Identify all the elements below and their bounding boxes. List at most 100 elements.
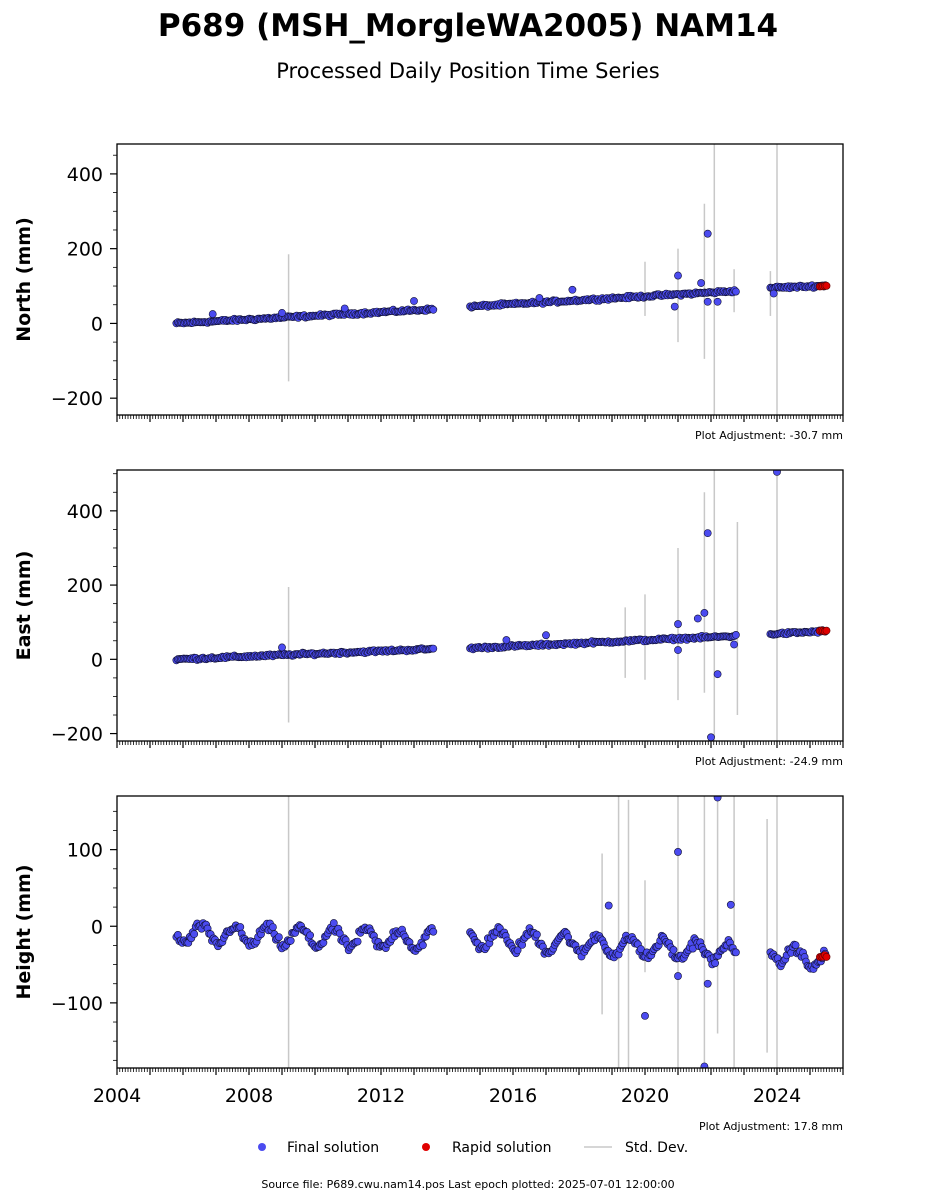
chart-subtitle: Processed Daily Position Time Series: [276, 59, 660, 83]
y-tick-label: 400: [67, 501, 103, 523]
x-tick-label: 2012: [357, 1085, 405, 1107]
final-point-outlier: [278, 309, 286, 317]
rapid-point: [822, 953, 831, 961]
rapid-point: [822, 281, 831, 290]
axes-frame: [116, 469, 844, 742]
final-point-outlier: [670, 302, 679, 311]
final-point: [286, 936, 295, 945]
final-point-outlier: [697, 279, 705, 287]
final-point: [711, 959, 719, 968]
y-tick-label: −200: [51, 388, 103, 410]
final-point-outlier: [703, 229, 712, 238]
final-point-outlier: [502, 636, 511, 644]
final-point: [306, 931, 314, 940]
final-point: [669, 946, 678, 954]
final-solution-points: [172, 229, 830, 328]
rapid-solution-points: [816, 951, 831, 961]
panel-0: −200 0 200 400 North (mm) Plot Adjustment: -3…: [13, 143, 844, 442]
final-point-outlier: [674, 620, 682, 628]
final-point-outlier: [542, 631, 550, 640]
y-axis-label: North (mm): [13, 217, 35, 342]
panel-2: 2004 2008 2012 2016 2020 2024 −100 0 100 Height (…: [13, 795, 844, 1133]
final-point-outlier: [700, 1062, 709, 1068]
legend-final-marker: [258, 1143, 266, 1151]
final-point-outlier: [773, 470, 781, 476]
final-point-outlier: [707, 733, 715, 741]
chart-title: P689 (MSH_MorgleWA2005) NAM14: [158, 8, 778, 44]
plot-adjustment-label: Plot Adjustment: 17.8 mm: [699, 1120, 843, 1133]
final-point-outlier: [703, 529, 712, 538]
y-tick-label: 200: [67, 239, 103, 261]
final-point-outlier: [769, 289, 778, 298]
y-tick-label: −200: [51, 724, 103, 746]
rapid-solution-points: [816, 626, 831, 636]
final-point-outlier: [713, 670, 722, 679]
final-point: [533, 930, 541, 939]
final-point-outlier: [713, 297, 722, 306]
final-point: [418, 941, 427, 950]
final-point: [513, 946, 522, 955]
final-point-outlier: [340, 304, 349, 313]
y-tick-label: 0: [91, 916, 103, 938]
plot-area: [172, 796, 831, 1068]
plot-adjustment-label: Plot Adjustment: -30.7 mm: [695, 429, 843, 442]
final-solution-points: [172, 796, 830, 1068]
final-point: [791, 941, 800, 949]
y-tick-label: 0: [91, 649, 103, 671]
final-point: [329, 919, 338, 927]
x-tick-label: 2008: [225, 1085, 273, 1107]
final-point-outlier: [604, 901, 613, 910]
final-point-outlier: [208, 310, 217, 318]
final-point-outlier: [278, 643, 286, 652]
final-point-outlier: [568, 285, 577, 294]
final-solution-points: [172, 470, 830, 741]
final-point-outlier: [641, 1011, 649, 1020]
y-tick-label: −100: [51, 993, 103, 1015]
final-point-outlier: [726, 900, 735, 909]
final-point-outlier: [674, 848, 682, 856]
final-point-outlier: [693, 614, 702, 623]
rapid-point: [822, 626, 831, 635]
final-point: [732, 948, 740, 957]
final-point: [429, 644, 438, 653]
final-point-outlier: [700, 609, 709, 617]
y-tick-label: 0: [91, 313, 103, 335]
final-point: [353, 937, 362, 946]
legend-rapid-label: Rapid solution: [452, 1140, 552, 1156]
final-point: [732, 287, 740, 296]
final-point-outlier: [703, 979, 712, 988]
legend-stddev-label: Std. Dev.: [625, 1140, 688, 1156]
final-point-outlier: [674, 646, 682, 654]
y-axis-label: East (mm): [13, 551, 35, 661]
final-point-outlier: [535, 294, 544, 302]
rapid-solution-points: [816, 281, 831, 291]
y-tick-label: 400: [67, 164, 103, 186]
x-tick-label: 2004: [93, 1085, 141, 1107]
final-point: [236, 923, 245, 931]
plot-adjustment-label: Plot Adjustment: -24.9 mm: [695, 755, 843, 768]
final-point: [268, 923, 277, 931]
final-point-outlier: [410, 297, 418, 305]
y-axis-label: Height (mm): [13, 864, 35, 999]
y-tick-label: 100: [67, 840, 103, 862]
legend: Final solution Rapid solution Std. Dev.: [258, 1140, 688, 1156]
plot-area: [172, 144, 831, 415]
y-tick-label: 200: [67, 575, 103, 597]
final-point: [190, 930, 199, 938]
plot-area: [172, 470, 831, 741]
x-tick-label: 2024: [753, 1085, 801, 1107]
final-point-outlier: [713, 796, 722, 802]
final-point: [274, 933, 283, 941]
legend-rapid-marker: [422, 1143, 430, 1151]
final-point-outlier: [703, 297, 712, 306]
source-file-line: Source file: P689.cwu.nam14.pos Last epo…: [261, 1178, 674, 1191]
legend-final-label: Final solution: [287, 1140, 379, 1156]
panel-1: −200 0 200 400 East (mm) Plot Adjustment: -24…: [13, 469, 844, 768]
final-point: [429, 305, 438, 314]
final-point-outlier: [730, 640, 738, 649]
x-tick-label: 2020: [621, 1085, 669, 1107]
final-point: [732, 631, 740, 639]
final-point-outlier: [674, 271, 682, 280]
